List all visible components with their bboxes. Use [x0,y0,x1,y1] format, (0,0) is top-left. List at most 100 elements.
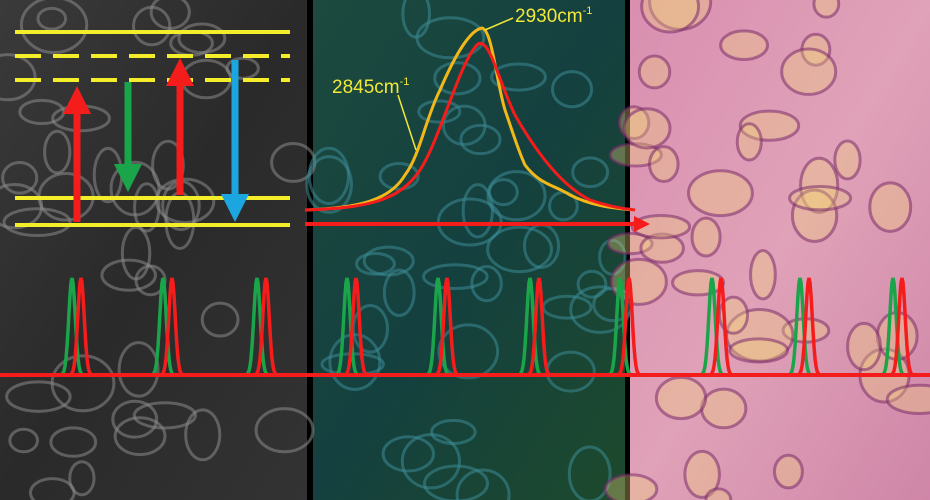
pump-pulse [158,277,186,377]
gland [111,399,159,439]
gland [470,265,503,303]
gland [704,487,733,500]
gland [305,155,353,214]
pump-pulse [342,277,370,377]
peak-label: 2845cm-1 [332,76,409,98]
gland [630,214,692,240]
gland [117,341,160,398]
gland [738,109,801,142]
gland [490,62,547,92]
spectrum-measured [304,26,636,212]
pump-pulse [525,277,553,377]
pump-pulse [795,277,823,377]
label-superscript: -1 [400,76,410,88]
label-text: 2930cm [515,6,583,27]
gland [2,207,72,238]
gland [885,383,930,415]
gland [772,453,804,490]
gland [430,418,477,446]
gland [113,416,167,457]
teal-panel [313,0,625,500]
gland [381,435,435,473]
gland [0,53,37,102]
gland [68,460,96,497]
gland [5,380,72,413]
gland [571,156,610,189]
gland [459,123,502,156]
gland [728,337,789,364]
gland [868,181,913,233]
gland [132,401,197,430]
gland [43,129,72,175]
gland [622,107,672,150]
pointer [484,17,514,31]
pump-pulse [433,277,461,377]
gland [637,54,672,90]
gland [790,188,839,243]
gland [362,245,415,277]
gland [437,323,500,380]
gland [640,0,701,34]
gland [654,375,708,421]
gland [36,6,68,31]
label-text: 2845cm [332,77,400,98]
gland [417,99,462,124]
gland [690,216,722,258]
gland [550,70,594,109]
gland [486,170,547,222]
gland [401,0,431,39]
gland [569,285,632,334]
gland [328,333,382,391]
gland [422,263,489,291]
pink-panel [630,0,930,500]
gland [609,257,668,306]
gland [812,0,841,19]
gland [735,122,763,162]
gland [8,427,40,454]
gland [719,29,769,62]
gland [120,225,152,281]
gland [100,258,157,292]
gland [749,249,777,301]
gland [455,468,511,500]
gland [671,269,725,297]
gland [132,5,172,47]
label-superscript: -1 [583,5,593,17]
gland [683,449,721,499]
gland [19,0,89,54]
gland [109,160,161,217]
pointer [397,94,417,151]
gland [486,225,553,274]
gland [1,161,39,195]
pump-pulse [252,277,280,377]
gland [687,169,754,218]
gland [576,269,608,299]
gland [648,145,680,183]
gland [639,232,685,264]
gland [846,321,882,372]
gland [200,301,240,338]
pump-pulse [615,277,643,377]
pulse-train [0,277,930,377]
gland [487,178,519,207]
gland [382,268,416,317]
gland [833,139,862,181]
gland [184,408,222,462]
gray-panel [0,0,307,500]
gland [567,445,612,500]
gland [254,407,315,454]
gland [700,387,748,430]
gland [225,56,260,80]
peak-label: 2930cm-1 [515,5,592,27]
gland [423,464,490,500]
gland [617,105,651,141]
gland [603,473,659,500]
gland [780,47,838,96]
pump-pulse [67,277,95,377]
gland [788,184,853,212]
gland [133,182,161,233]
pump-pulse [888,277,916,377]
